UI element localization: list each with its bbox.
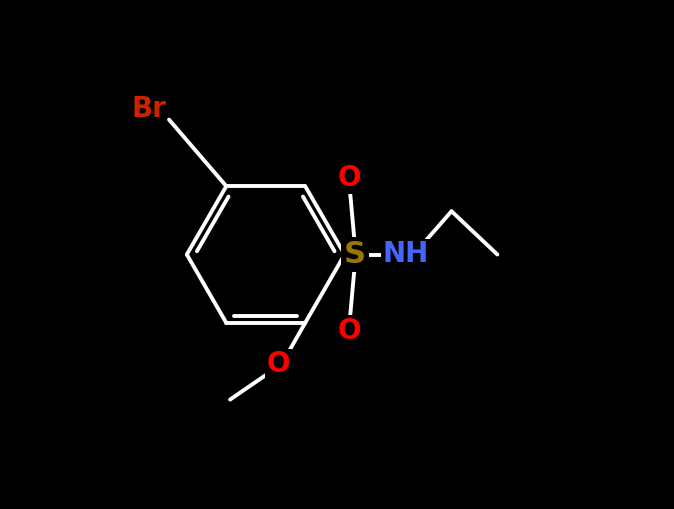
Text: O: O [338, 164, 361, 192]
Text: O: O [267, 350, 290, 378]
Text: Br: Br [131, 95, 166, 124]
Text: NH: NH [383, 240, 429, 269]
Text: O: O [338, 317, 361, 345]
Text: S: S [344, 240, 366, 269]
